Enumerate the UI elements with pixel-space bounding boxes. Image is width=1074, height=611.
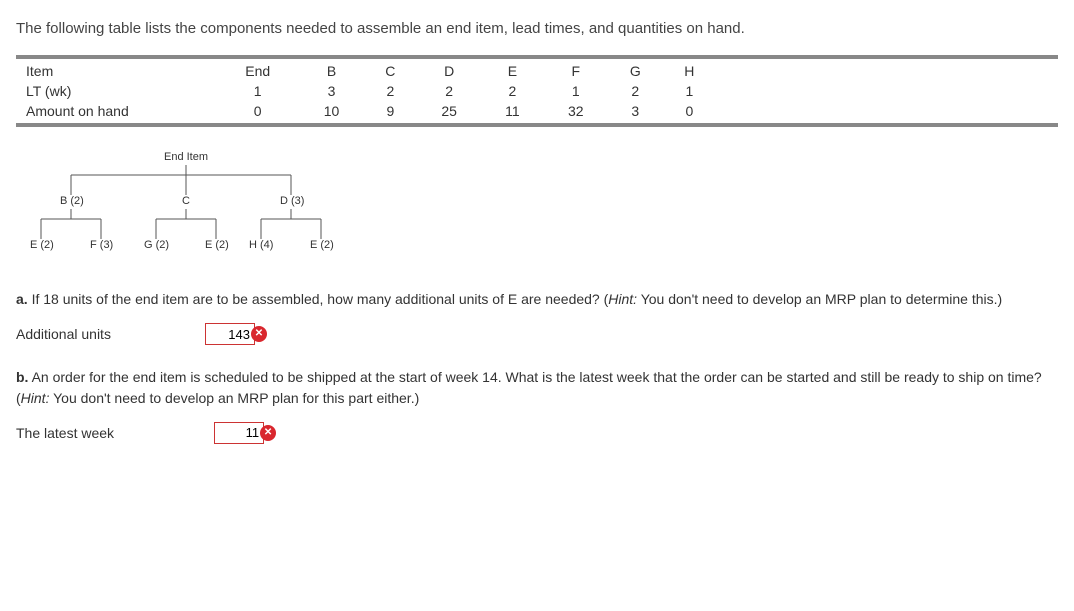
question-a-body-1: If 18 units of the end item are to be as…	[28, 291, 609, 307]
question-b-hint-label: Hint:	[21, 390, 50, 406]
table-row: Amount on hand 0 10 9 25 11 32 3 0	[16, 101, 716, 121]
question-a-hint-label: Hint:	[608, 291, 637, 307]
tree-leaf: E (2)	[30, 239, 54, 251]
question-b-text: b. An order for the end item is schedule…	[16, 367, 1058, 408]
cell: 2	[481, 81, 543, 101]
tree-leaf: G (2)	[144, 239, 169, 251]
cell: 2	[608, 81, 663, 101]
question-b-body-2: You don't need to develop an MRP plan fo…	[49, 390, 419, 406]
answer-b-input[interactable]	[214, 422, 264, 444]
bom-tree-diagram: End Item B (2) C D (3) E (2) F (3) G (2)…	[16, 151, 376, 271]
question-a-body-2: You don't need to develop an MRP plan to…	[637, 291, 1002, 307]
cell: 1	[663, 81, 716, 101]
tree-connectors	[16, 151, 376, 271]
wrong-icon: ✕	[260, 425, 276, 441]
row-label: LT (wk)	[16, 81, 216, 101]
table-top-rule	[16, 55, 1058, 59]
cell: 0	[216, 101, 299, 121]
answer-b-label: The latest week	[16, 425, 114, 441]
tree-node: C	[182, 195, 190, 207]
col-header: B	[299, 61, 363, 81]
tree-node: B (2)	[60, 195, 84, 207]
col-header: C	[364, 61, 417, 81]
cell: 11	[481, 101, 543, 121]
cell: 2	[364, 81, 417, 101]
tree-node: D (3)	[280, 195, 304, 207]
tree-leaf: F (3)	[90, 239, 113, 251]
cell: 10	[299, 101, 363, 121]
cell: 9	[364, 101, 417, 121]
answer-a-input[interactable]	[205, 323, 255, 345]
intro-text: The following table lists the components…	[16, 20, 1058, 37]
table-bottom-rule	[16, 123, 1058, 127]
col-header: H	[663, 61, 716, 81]
cell: 25	[417, 101, 481, 121]
col-header: E	[481, 61, 543, 81]
col-header: End	[216, 61, 299, 81]
cell: 3	[608, 101, 663, 121]
question-a-label: a.	[16, 291, 28, 307]
question-b-label: b.	[16, 369, 28, 385]
col-header: D	[417, 61, 481, 81]
answer-b-row: The latest week ✕	[16, 422, 1058, 444]
cell: 3	[299, 81, 363, 101]
tree-leaf: H (4)	[249, 239, 273, 251]
answer-a-label: Additional units	[16, 326, 111, 342]
table-row: Item End B C D E F G H	[16, 61, 716, 81]
tree-leaf: E (2)	[205, 239, 229, 251]
question-a-text: a. If 18 units of the end item are to be…	[16, 289, 1058, 309]
table-row: LT (wk) 1 3 2 2 2 1 2 1	[16, 81, 716, 101]
row-label: Amount on hand	[16, 101, 216, 121]
cell: 1	[544, 81, 608, 101]
tree-leaf: E (2)	[310, 239, 334, 251]
cell: 1	[216, 81, 299, 101]
answer-a-row: Additional units ✕	[16, 323, 1058, 345]
tree-root: End Item	[164, 151, 208, 163]
col-header: F	[544, 61, 608, 81]
data-table-region: Item End B C D E F G H LT (wk) 1 3 2 2 2…	[16, 55, 1058, 127]
cell: 32	[544, 101, 608, 121]
cell: 0	[663, 101, 716, 121]
col-header: G	[608, 61, 663, 81]
components-table: Item End B C D E F G H LT (wk) 1 3 2 2 2…	[16, 61, 716, 121]
wrong-icon: ✕	[251, 326, 267, 342]
cell: 2	[417, 81, 481, 101]
row-label: Item	[16, 61, 216, 81]
